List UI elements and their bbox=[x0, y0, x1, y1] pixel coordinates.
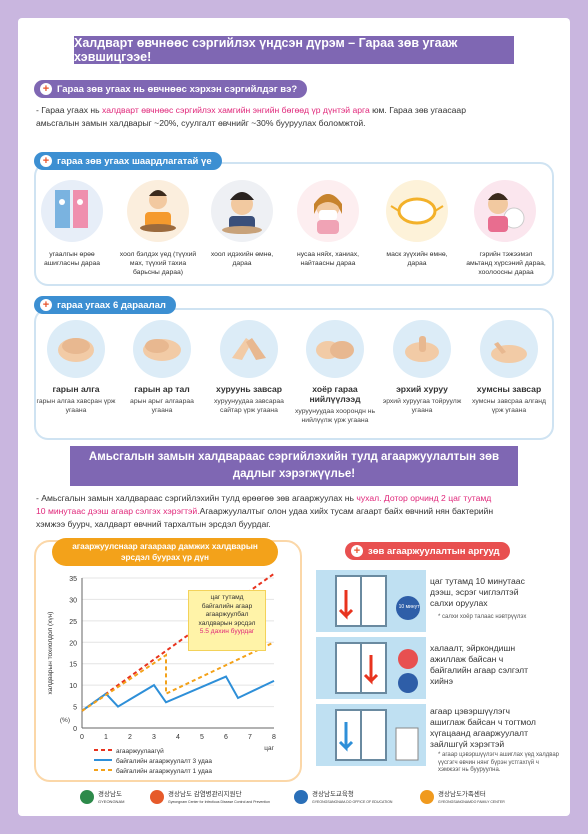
logo-infection-center: 경상남도 감염병관리지원단 Gyeongnam Center for Infect… bbox=[150, 788, 270, 805]
vent-item-2: халаалт, эйркондишн ажиллаж байсан ч бай… bbox=[430, 643, 529, 686]
when-item-label: гэрийн тэжээмэл амьтанд хүрсэний дараа, … bbox=[466, 251, 546, 276]
when-item-label: угаалгын өрөө ашигласны дараа bbox=[43, 251, 101, 267]
when-item-label: нусаа няйх, ханиах, найтаасны дараа bbox=[296, 251, 360, 267]
x-tick-label: 8 bbox=[272, 734, 276, 741]
legend-label: агааржуулаагүй bbox=[116, 747, 164, 755]
legend-label: байгалийн агааржуулалт 3 удаа bbox=[116, 757, 212, 765]
x-tick-label: 7 bbox=[248, 734, 252, 741]
step-title: хоёр гараа нийлүүлээд bbox=[309, 384, 361, 404]
mask-icon bbox=[386, 180, 448, 242]
thumb-wash-icon bbox=[393, 320, 451, 378]
section2-heading-text: гараа зөв угаах шаардлагатай үе bbox=[57, 155, 212, 167]
x-axis-unit: цаг bbox=[264, 745, 274, 752]
x-tick-label: 6 bbox=[224, 734, 228, 741]
plus-icon: + bbox=[40, 155, 52, 167]
section1-paragraph: - Гараа угаах нь халдварт өвчнөөс сэргий… bbox=[36, 105, 466, 128]
y-tick-label: 35 bbox=[69, 576, 77, 583]
vent-item-3: агаар цэвэршүүлэгч ашиглаж байсан ч тогт… bbox=[430, 706, 536, 749]
interlock-wash-icon bbox=[306, 320, 364, 378]
window-illustration-3 bbox=[316, 704, 426, 766]
step-desc: гарын алгаа хавсран үрж угаана bbox=[36, 398, 116, 414]
logo-family-center: 경상남도가족센터 GYEONGSANGNAMDO FAMILY CENTER bbox=[420, 788, 505, 805]
y-tick-label: 30 bbox=[69, 597, 77, 604]
section2-heading: + гараа зөв угаах шаардлагатай үе bbox=[34, 152, 222, 170]
section3-heading-text: гараа угаах 6 дараалал bbox=[57, 299, 166, 311]
sneezing-icon bbox=[297, 180, 359, 242]
x-tick-label: 4 bbox=[176, 734, 180, 741]
page-title-text: Халдварт өвчнөөс сэргийлэх үндсэн дүрэм … bbox=[74, 36, 458, 64]
step-title: хумсны завсар bbox=[476, 384, 542, 394]
chart-callout: цаг тутамд байгалийн агаар агааржуулбал … bbox=[188, 590, 266, 651]
ventilation-banner: Амьсгалын замын халдвараас сэргийлэхийн … bbox=[70, 446, 518, 486]
x-tick-label: 2 bbox=[128, 734, 132, 741]
when-to-wash-box bbox=[34, 162, 554, 286]
y-axis-unit: (%) bbox=[60, 717, 70, 724]
page-title: Халдварт өвчнөөс сэргийлэх үндсэн дүрэм … bbox=[74, 36, 514, 64]
steps-box bbox=[34, 308, 554, 440]
nail-wash-icon bbox=[480, 320, 538, 378]
ten-minute-badge: 10 минут bbox=[398, 604, 420, 610]
section1-heading: + Гараа зөв угаах нь өвчнөөс хэрхэн сэрги… bbox=[34, 80, 308, 98]
chart-panel-heading: агааржуулснаар агаараар дамжих халдварын… bbox=[52, 538, 278, 566]
plus-icon: + bbox=[40, 83, 52, 95]
window-illustration-1: 10 минут bbox=[316, 570, 426, 632]
when-item-label: хоол бэлдэх үед (түүхий мах, түүхий тахи… bbox=[119, 251, 197, 276]
section3-heading: + гараа угаах 6 дараалал bbox=[34, 296, 176, 314]
x-tick-label: 3 bbox=[152, 734, 156, 741]
x-tick-label: 1 bbox=[104, 734, 108, 741]
when-item-label: хоол идэхийн өмнө, дараа bbox=[210, 251, 274, 267]
y-tick-label: 10 bbox=[69, 683, 77, 690]
legend-label: байгалийн агааржуулалт 1 удаа bbox=[116, 767, 212, 775]
plus-icon: + bbox=[351, 545, 363, 557]
back-hand-wash-icon bbox=[133, 320, 191, 378]
y-tick-label: 0 bbox=[73, 726, 77, 733]
step-title: эрхий хуруу bbox=[396, 384, 448, 394]
vent-heading: + зөв агааржуулалтын аргууд bbox=[345, 542, 510, 560]
palm-wash-icon bbox=[47, 320, 105, 378]
y-tick-label: 15 bbox=[69, 662, 77, 669]
step-title: гарын алга bbox=[52, 384, 100, 394]
toilet-door-icon bbox=[41, 180, 103, 242]
pet-icon bbox=[474, 180, 536, 242]
x-tick-label: 5 bbox=[200, 734, 204, 741]
when-item-label: маск зүүхийн өмнө, дараа bbox=[386, 251, 448, 267]
plus-icon: + bbox=[40, 299, 52, 311]
step-desc: хуруунуудаа завсараа сайтар үрж угаана bbox=[214, 398, 284, 414]
step-desc: арын арыг алгаараа угаана bbox=[130, 398, 194, 414]
series-line bbox=[81, 641, 275, 712]
finger-gap-wash-icon bbox=[220, 320, 278, 378]
vent-item-1: цаг тутамд 10 минутаас дээш, эсрэг чиглэ… bbox=[430, 576, 525, 608]
vent-note-1: * салхи хоёр талаас нэвтрүүлэх bbox=[438, 614, 527, 620]
step-desc: эрхий хуруугаа тойруулж угаана bbox=[382, 398, 462, 414]
step-title: гарын ар тал bbox=[134, 384, 190, 394]
y-tick-label: 20 bbox=[69, 640, 77, 647]
logo-gyeongnam: 경상남도 GYEONGNAM bbox=[80, 788, 124, 805]
section4-paragraph: - Амьсгалын замын халдвараас сэргийлэхий… bbox=[36, 493, 494, 529]
step-desc: хумсны завсраа алганд үрж угаана bbox=[472, 398, 546, 414]
step-title: хуруунь завсар bbox=[215, 384, 283, 394]
y-tick-label: 5 bbox=[73, 705, 77, 712]
series-line bbox=[81, 675, 275, 712]
x-tick-label: 0 bbox=[80, 734, 84, 741]
logo-education-office: 경상남도교육청 GYEONGSANGNAM-DO OFFICE OF EDUCAT… bbox=[294, 788, 392, 805]
y-axis-label: халдварын тохиолдол (хүн) bbox=[47, 612, 54, 695]
section1-heading-text: Гараа зөв угаах нь өвчнөөс хэрхэн сэргий… bbox=[57, 83, 298, 95]
step-desc: хуруунуудаа хоорондн нь нийлүүлж үрж уга… bbox=[294, 408, 376, 424]
y-tick-label: 25 bbox=[69, 619, 77, 626]
window-illustration-2 bbox=[316, 637, 426, 699]
vent-note-3: * агаар цэвэршүүлэгч ашиглах үед халдвар… bbox=[438, 752, 560, 773]
eating-icon bbox=[211, 180, 273, 242]
cooking-icon bbox=[127, 180, 189, 242]
